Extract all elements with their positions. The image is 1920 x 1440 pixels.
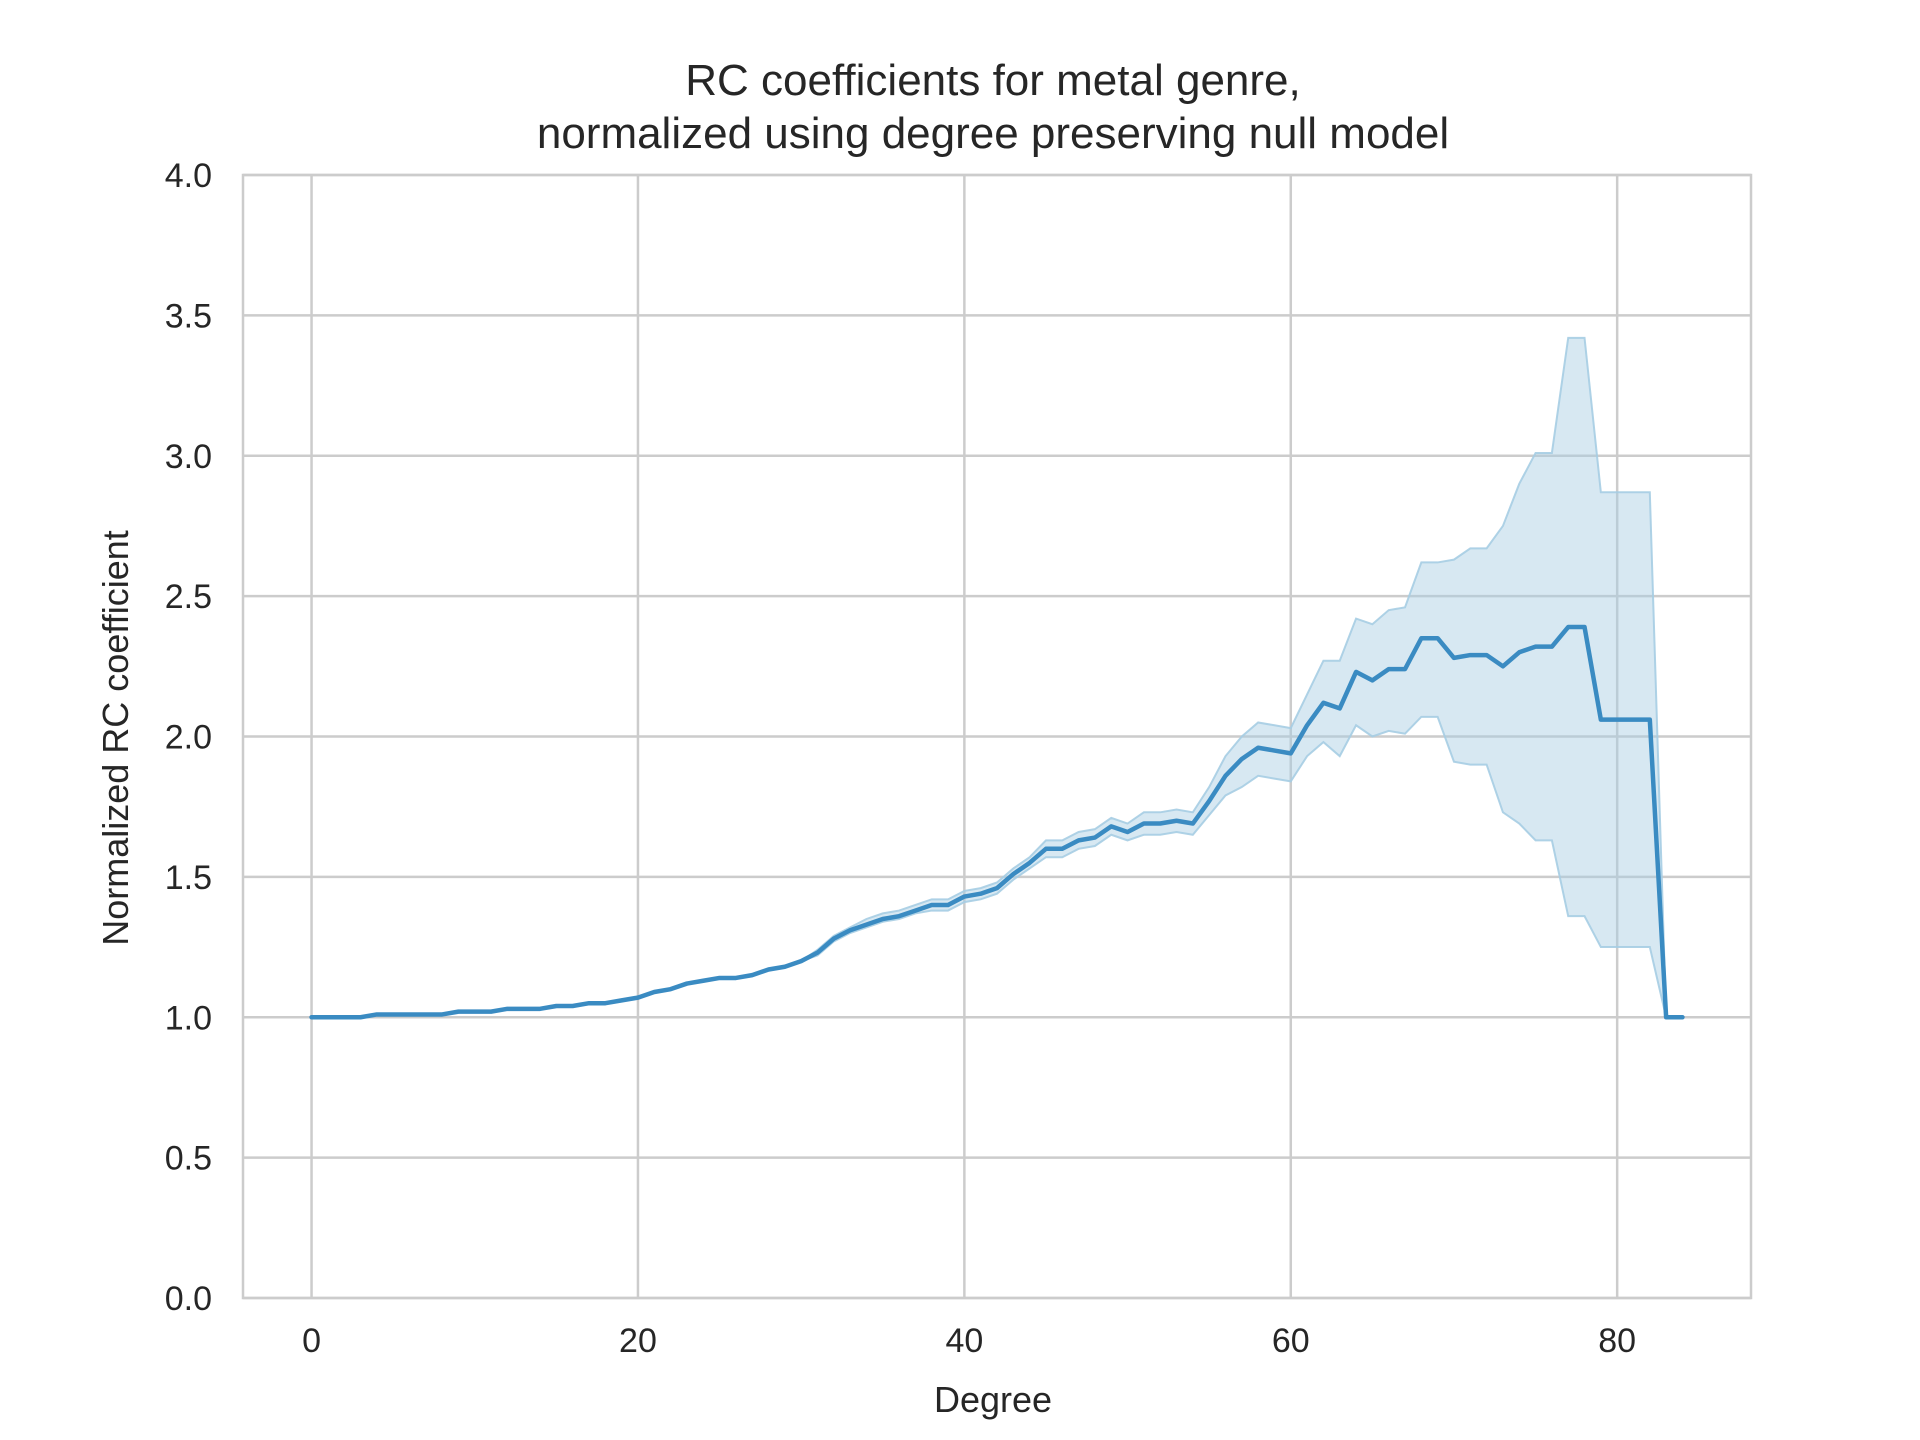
y-tick-label: 2.5: [165, 578, 212, 616]
x-tick-labels: 0 20 40 60 80: [302, 1322, 1636, 1360]
series-line-group: [309, 624, 1685, 1020]
x-tick-label: 0: [302, 1322, 321, 1360]
x-tick-label: 80: [1598, 1322, 1636, 1360]
chart-title: RC coefficients for metal genre, normali…: [537, 56, 1449, 158]
y-tick-label: 0.5: [165, 1140, 212, 1178]
x-tick-label: 40: [945, 1322, 983, 1360]
ci-band-0: [311, 336, 1683, 1019]
plot-frame: [241, 173, 1753, 1300]
y-tick-label: 1.0: [165, 999, 212, 1037]
y-tick-label: 2.0: [165, 719, 212, 757]
y-axis-label: Normalized RC coefficient: [95, 530, 136, 946]
chart-title-line-2: normalized using degree preserving null …: [537, 109, 1449, 158]
x-tick-label: 60: [1272, 1322, 1310, 1360]
x-tick-label: 20: [619, 1322, 657, 1360]
y-tick-labels: 0.0 0.5 1.0 1.5 2.0 2.5 3.0 3.5 4.0: [165, 157, 212, 1318]
y-tick-label: 3.5: [165, 297, 212, 335]
chart-title-line-1: RC coefficients for metal genre,: [685, 56, 1300, 105]
y-tick-label: 3.0: [165, 438, 212, 476]
confidence-band: [311, 336, 1683, 1019]
series-line-0: [309, 624, 1685, 1020]
y-tick-label: 4.0: [165, 157, 212, 195]
x-axis-label: Degree: [934, 1379, 1052, 1420]
y-tick-label: 1.5: [165, 859, 212, 897]
y-tick-label: 0.0: [165, 1280, 212, 1318]
